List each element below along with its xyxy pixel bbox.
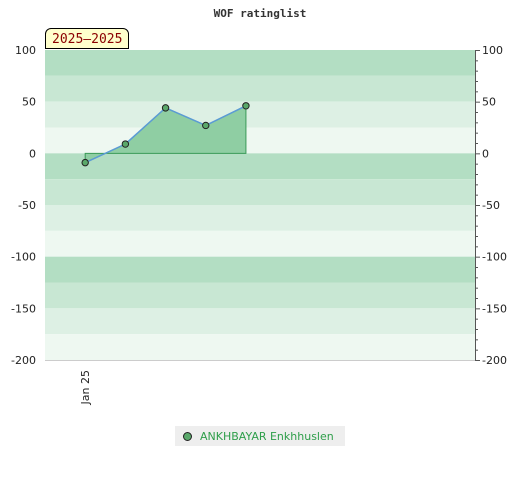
data-point-4 <box>202 121 210 130</box>
background-band <box>45 50 475 76</box>
legend-marker-icon <box>183 431 192 441</box>
y-tick-label-right: 50 <box>482 96 496 109</box>
background-band <box>45 179 475 205</box>
background-band <box>45 205 475 231</box>
y-tick-label-right: -50 <box>482 199 500 212</box>
y-axis-right-labels: 100 50 0 -50 -100 -150 -200 <box>482 44 507 367</box>
y-tick-label-left: 0 <box>29 147 36 160</box>
background-band <box>45 334 475 360</box>
data-point-3 <box>161 104 170 112</box>
x-tick-label: Jan 25 <box>79 370 92 405</box>
legend: ANKHBAYAR Enkhhuslen <box>175 426 345 446</box>
background-band <box>45 127 475 154</box>
y-tick-label-right: -150 <box>482 302 507 315</box>
chart-title: WOF ratinglist <box>214 7 307 20</box>
axes <box>45 50 480 361</box>
data-point-2 <box>121 140 130 148</box>
y-tick-label-right: 100 <box>482 44 503 57</box>
period-badge: 2025–2025 <box>45 28 130 49</box>
background-band <box>45 282 475 309</box>
y-tick-label-right: 0 <box>482 147 489 160</box>
y-tick-label-left: -100 <box>11 251 36 264</box>
y-tick-label-right: -100 <box>482 251 507 264</box>
background-band <box>45 308 475 335</box>
y-tick-label-left: 50 <box>22 96 36 109</box>
y-tick-label-left: 100 <box>15 44 36 57</box>
y-tick-label-left: -150 <box>11 302 36 315</box>
background-band <box>45 230 475 257</box>
data-point-1 <box>81 158 89 167</box>
y-tick-label-left: -50 <box>18 199 36 212</box>
background-band <box>45 256 475 283</box>
x-axis-labels: Jan 25 <box>79 370 92 405</box>
background-band <box>45 153 475 180</box>
background-band <box>45 75 475 102</box>
legend-label: ANKHBAYAR Enkhhuslen <box>200 429 334 443</box>
data-point-5 <box>242 102 250 110</box>
y-tick-label-right: -200 <box>482 354 507 367</box>
y-axis-left-labels: 100 50 0 -50 -100 -150 -200 <box>11 44 36 367</box>
points-layer <box>81 102 250 167</box>
background-bands <box>45 50 475 360</box>
y-tick-label-left: -200 <box>11 354 36 367</box>
background-band <box>45 101 475 128</box>
